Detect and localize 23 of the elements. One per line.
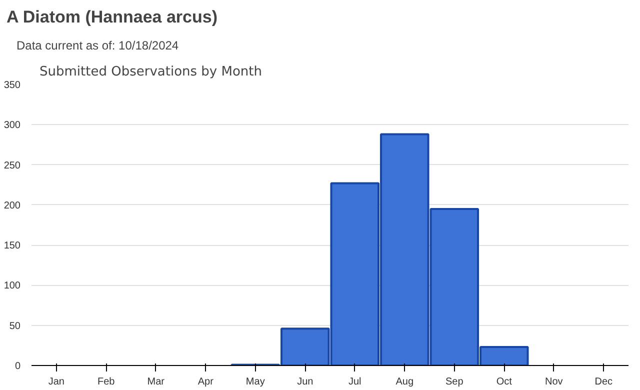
y-tick-label: 300 [4,120,21,132]
x-tick-label: May [246,376,265,388]
x-tick-label: Aug [396,376,414,388]
y-tick-label: 200 [4,200,21,212]
x-tick-label: Jan [48,376,64,388]
x-tick-label: Nov [544,376,563,388]
x-tick-label: Sep [445,376,464,388]
y-tick-label: 150 [4,240,21,252]
chart-subtitle: Data current as of: 10/18/2024 [16,38,179,52]
chart-title: A Diatom (Hannaea arcus) [6,8,218,26]
y-tick-label: 250 [4,160,21,172]
x-tick-label: Dec [594,376,613,388]
text: Submitted Observations by Month [40,64,262,80]
x-tick-label: Feb [98,376,116,388]
x-tick-label: Oct [496,376,512,388]
y-tick-label: 0 [14,361,21,372]
x-tick-label: Apr [198,376,214,388]
x-tick-label: Jul [348,376,362,388]
x-tick-label: Jun [297,376,314,388]
y-tick-label: 100 [4,280,21,292]
y-tick-label: 50 [9,320,21,332]
x-tick-label: Mar [147,376,166,388]
y-tick-label: 350 [4,80,21,91]
